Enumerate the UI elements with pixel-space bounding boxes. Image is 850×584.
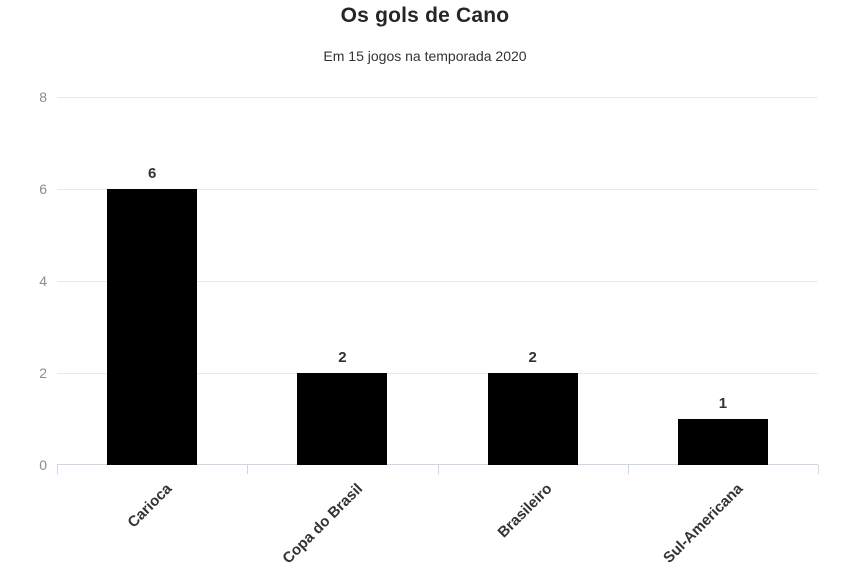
x-label-brasileiro: Brasileiro <box>494 480 556 542</box>
chart-subtitle: Em 15 jogos na temporada 2020 <box>323 48 527 64</box>
x-axis-tick <box>818 465 819 474</box>
x-label-carioca: Carioca <box>124 480 176 532</box>
bar-brasileiro <box>487 373 578 465</box>
x-axis-tick <box>627 465 629 474</box>
bar-value-sul-americana: 1 <box>718 395 728 412</box>
gridline-8 <box>57 97 818 98</box>
x-axis-tick <box>57 465 58 474</box>
x-axis-tick <box>437 465 439 474</box>
bar-sul-americana <box>677 419 768 465</box>
y-tick-label-2: 2 <box>39 365 47 381</box>
bar-value-copa-do-brasil: 2 <box>338 349 347 366</box>
bar-carioca <box>107 189 198 465</box>
y-tick-label-6: 6 <box>39 181 47 197</box>
y-tick-label-0: 0 <box>39 457 47 473</box>
y-tick-label-8: 8 <box>39 89 47 105</box>
y-tick-label-4: 4 <box>39 273 47 289</box>
gridline-4 <box>57 281 818 282</box>
x-label-copa-do-brasil: Copa do Brasil <box>278 480 366 568</box>
plot-area: 0 2 4 6 8 6 Carioca 2 Copa do Brasil 2 Brasileiro 1… <box>39 90 819 567</box>
bar-copa-do-brasil <box>297 373 388 465</box>
bar-value-brasileiro: 2 <box>528 349 537 366</box>
bar-value-carioca: 6 <box>147 165 157 182</box>
x-axis-line <box>57 464 818 465</box>
gridline-6 <box>57 189 818 190</box>
gridline-2 <box>57 373 818 374</box>
x-axis-tick <box>247 465 249 474</box>
chart-title: Os gols de Cano <box>340 4 510 27</box>
x-label-sul-americana: Sul-Americana <box>659 480 747 567</box>
